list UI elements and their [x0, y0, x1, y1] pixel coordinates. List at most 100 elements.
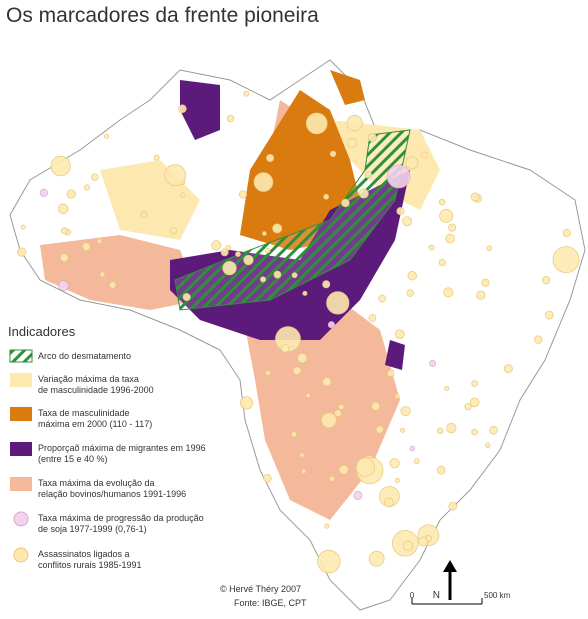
soy-circle: [409, 445, 416, 452]
legend-label: de soja 1977-1999 (0,76-1): [38, 524, 147, 534]
legend-label: Assassinatos ligados a: [38, 549, 130, 559]
conflict-circle: [407, 270, 417, 281]
legend-label: Variação máxima da taxa: [38, 374, 139, 384]
conflict-circle: [436, 465, 446, 475]
north-label: N: [433, 590, 440, 601]
legend-label: Taxa máxima da evolução da: [38, 478, 155, 488]
conflict-circle: [99, 271, 106, 278]
conflict-circle: [265, 370, 271, 376]
conflict-circle: [486, 245, 492, 252]
conflict-circle: [438, 258, 446, 267]
conflict-circle: [253, 172, 274, 192]
conflict-circle: [292, 366, 302, 375]
swatch: [10, 407, 32, 421]
conflict-circle: [542, 276, 551, 285]
conflict-circle: [321, 412, 337, 429]
conflict-circle: [329, 475, 336, 482]
conflict-circle: [394, 477, 400, 483]
conflict-circle: [375, 425, 384, 434]
conflict-circle: [104, 133, 110, 139]
conflict-circle: [358, 188, 369, 199]
conflict-circle: [481, 278, 490, 287]
conflict-circle: [305, 112, 328, 135]
conflict-circle: [243, 254, 254, 266]
conflict-circle: [476, 290, 486, 300]
conflict-circle: [446, 423, 457, 434]
conflict-circle: [364, 171, 373, 179]
conflict-circle: [402, 540, 414, 552]
conflict-circle: [545, 310, 554, 320]
conflict-circle: [140, 211, 148, 218]
conflict-circle: [225, 244, 232, 251]
legend-label: (entre 15 e 40 %): [38, 454, 108, 464]
soy-circle: [429, 360, 436, 367]
conflict-circle: [96, 238, 102, 244]
conflict-circle: [400, 406, 411, 417]
conflict-circle: [443, 287, 454, 298]
legend-label: Proporçaõ máxima de migrantes em 1996: [38, 443, 206, 453]
conflict-circle: [470, 192, 480, 202]
north-arrow: N: [433, 560, 457, 601]
conflict-circle: [368, 314, 377, 322]
swatch: [10, 373, 32, 387]
conflict-circle: [394, 393, 400, 399]
conflict-circle: [222, 260, 237, 276]
conflict-circle: [265, 248, 271, 254]
conflict-circle: [400, 427, 406, 433]
legend: Indicadores Arco do desmatamento Variação…: [8, 324, 206, 570]
conflict-circle: [326, 291, 350, 315]
conflict-circle: [164, 164, 186, 186]
conflict-circle: [371, 401, 381, 411]
conflict-circle: [406, 289, 414, 297]
conflict-circle: [260, 276, 267, 283]
legend-label: Taxa máxima de progressão da produção: [38, 513, 204, 523]
swatch: [10, 477, 32, 491]
legend-label: Taxa de masculinidade: [38, 408, 130, 418]
conflict-circle: [489, 426, 498, 435]
soy-circle: [386, 164, 411, 189]
conflict-circle: [395, 329, 405, 339]
conflict-circle: [60, 227, 69, 235]
legend-label: relação bovinos/humanos 1991-1996: [38, 489, 186, 499]
conflict-circle: [17, 247, 27, 257]
conflict-circle: [438, 198, 446, 206]
conflict-circle: [436, 427, 444, 434]
title: Os marcadores da frente pioneira: [6, 4, 319, 27]
legend-item: Arco do desmatamento: [9, 349, 131, 363]
conflict-circle: [396, 207, 405, 216]
legend-item: Proporçaõ máxima de migrantes em 1996(en…: [10, 442, 206, 464]
conflict-circle: [386, 369, 395, 378]
conflict-circle: [413, 458, 420, 465]
conflict-circle: [471, 428, 478, 436]
conflict-circle: [83, 184, 91, 191]
conflict-circle: [302, 290, 308, 296]
conflict-circle: [91, 173, 99, 181]
conflict-circle: [272, 223, 283, 234]
soy-circle: [39, 188, 48, 197]
conflict-circle: [291, 272, 298, 279]
soy-circle: [58, 280, 69, 291]
soy-circle: [353, 490, 363, 500]
conflict-circle: [469, 397, 480, 408]
conflict-circle: [60, 253, 69, 263]
legend-label: conflitos rurais 1985-1991: [38, 560, 142, 570]
conflict-circle: [464, 402, 472, 411]
conflict-circle: [367, 132, 377, 142]
conflict-circle: [338, 404, 345, 410]
legend-label: Arco do desmatamento: [38, 351, 131, 361]
conflict-circle: [420, 151, 428, 159]
conflict-circle: [448, 501, 458, 511]
conflict-circle: [503, 364, 513, 374]
conflict-circle: [471, 380, 479, 387]
scale-bar: 0 500 km: [410, 591, 511, 605]
conflict-circle: [266, 153, 275, 163]
conflict-circle: [109, 281, 117, 289]
conflict-circle: [290, 431, 298, 438]
conflict-circle: [263, 474, 272, 483]
credit: © Hervé Théry 2007: [220, 584, 301, 594]
conflict-circle: [389, 458, 400, 469]
conflict-circle: [346, 114, 363, 132]
